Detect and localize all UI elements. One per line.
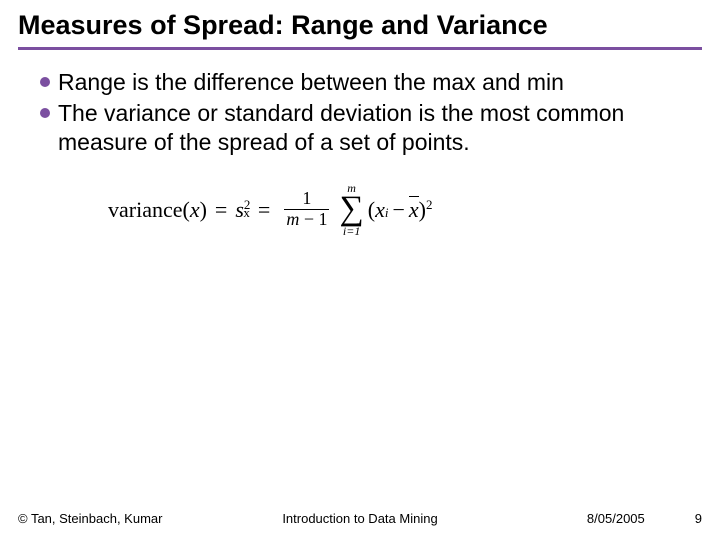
bullet-list: Range is the difference between the max …	[18, 68, 702, 156]
slide-title: Measures of Spread: Range and Variance	[18, 10, 702, 41]
title-rule	[18, 47, 702, 50]
term-x-sub: i	[385, 205, 389, 221]
frac-denominator: m − 1	[284, 210, 329, 230]
paren-open: (	[368, 197, 375, 223]
formula-lhs: variance(x)	[108, 197, 207, 223]
summation: m ∑ i=1	[339, 182, 363, 237]
footer-date: 8/05/2005	[587, 511, 645, 526]
bullet-item: The variance or standard deviation is th…	[40, 99, 702, 157]
minus-sign: −	[392, 197, 404, 223]
bullet-text: Range is the difference between the max …	[58, 68, 564, 97]
sum-lower: i=1	[343, 225, 360, 237]
footer-page: 9	[695, 511, 702, 526]
footer-title: Introduction to Data Mining	[282, 511, 437, 526]
term-xbar: x	[409, 197, 419, 223]
slide: Measures of Spread: Range and Variance R…	[0, 0, 720, 540]
paren-close: )	[419, 197, 426, 223]
formula-arg: x	[190, 197, 200, 223]
equals-sign: =	[258, 197, 270, 223]
formula-fraction: 1 m − 1	[284, 189, 329, 230]
formula-func: variance	[108, 197, 183, 223]
formula-s-sub: x	[243, 205, 250, 221]
footer-copyright: © Tan, Steinbach, Kumar	[18, 511, 162, 526]
variance-formula: variance(x) = s2x = 1 m − 1 m ∑ i=1 (xi …	[108, 182, 702, 237]
formula-term: (xi − x)2	[368, 197, 433, 223]
term-x: x	[375, 197, 385, 223]
bullet-text: The variance or standard deviation is th…	[58, 99, 702, 157]
bullet-icon	[40, 77, 50, 87]
footer-right: 8/05/2005 9	[587, 511, 702, 526]
slide-footer: © Tan, Steinbach, Kumar Introduction to …	[0, 511, 720, 526]
frac-numerator: 1	[300, 189, 313, 209]
formula-paren: )	[200, 197, 207, 223]
sigma-icon: ∑	[339, 194, 363, 225]
overline	[409, 196, 419, 197]
equals-sign: =	[215, 197, 227, 223]
formula-paren: (	[183, 197, 190, 223]
term-exp: 2	[426, 197, 433, 213]
bullet-item: Range is the difference between the max …	[40, 68, 702, 97]
bullet-icon	[40, 108, 50, 118]
